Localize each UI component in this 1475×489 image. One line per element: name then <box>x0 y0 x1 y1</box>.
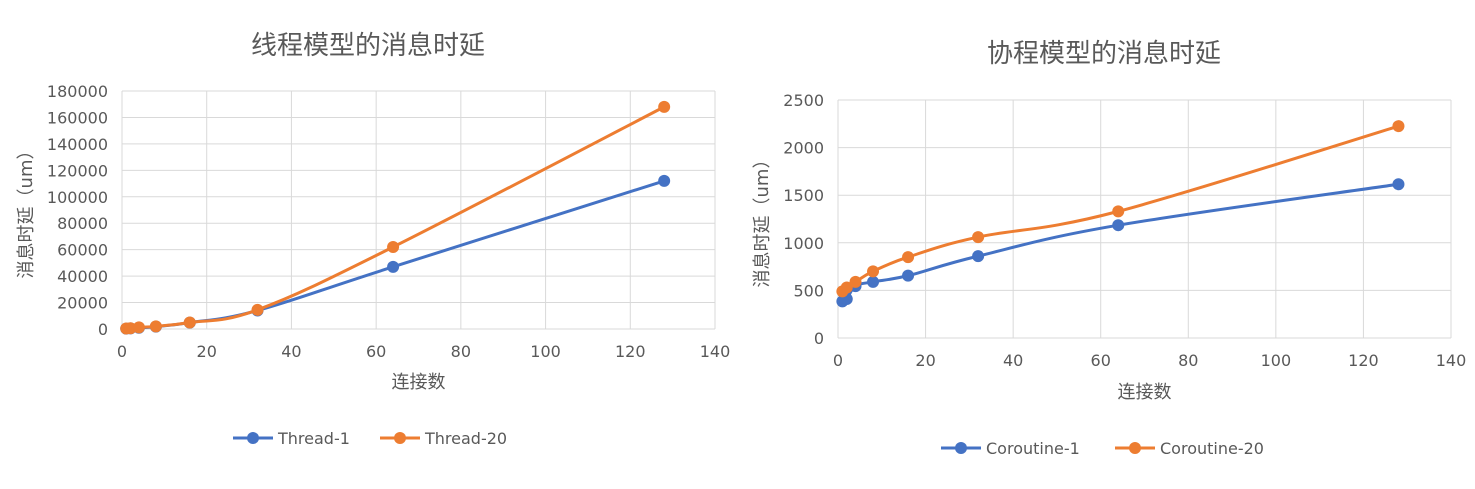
chart1-legend-marker-Thread-20 <box>394 432 406 444</box>
chart2-legend-label-Coroutine-1: Coroutine-1 <box>986 439 1080 458</box>
chart2-data-point-Coroutine-1 <box>902 269 915 282</box>
chart2-data-point-Coroutine-1 <box>1392 178 1405 191</box>
chart2-legend-marker-Coroutine-20 <box>1129 442 1141 454</box>
chart1-y-tick-label: 120000 <box>47 161 108 180</box>
chart1-y-tick-label: 180000 <box>47 82 108 101</box>
chart1-y-tick-label: 160000 <box>47 108 108 127</box>
chart1-legend-marker-Thread-1 <box>247 432 259 444</box>
chart1-data-point-Thread-20 <box>183 316 196 329</box>
chart1-data-point-Thread-1 <box>387 260 400 273</box>
chart2-x-tick-label: 0 <box>833 351 843 370</box>
chart1-x-tick-label: 140 <box>700 342 731 361</box>
chart2-data-point-Coroutine-1 <box>1112 219 1125 232</box>
chart2-y-tick-label: 1000 <box>783 234 824 253</box>
chart2-data-point-Coroutine-20 <box>1112 205 1125 218</box>
chart1-y-tick-label: 100000 <box>47 188 108 207</box>
chart2-x-axis-label: 连接数 <box>1118 382 1172 403</box>
chart1-data-point-Thread-20 <box>149 320 162 333</box>
chart1-x-tick-label: 100 <box>530 342 561 361</box>
chart2-x-tick-label: 80 <box>1178 351 1198 370</box>
chart1-data-point-Thread-20 <box>387 241 400 254</box>
chart2-x-tick-label: 120 <box>1348 351 1379 370</box>
chart2-data-point-Coroutine-20 <box>972 231 985 244</box>
chart2-data-point-Coroutine-20 <box>840 281 853 294</box>
chart1-x-tick-label: 60 <box>366 342 386 361</box>
chart2-x-tick-label: 140 <box>1436 351 1467 370</box>
chart2-y-tick-label: 0 <box>814 329 824 348</box>
chart2-y-axis-label: 消息时延（um） <box>752 151 773 288</box>
chart1-x-tick-label: 120 <box>615 342 646 361</box>
chart1-y-axis-label: 消息时延（um） <box>16 142 37 279</box>
chart2-data-point-Coroutine-20 <box>849 275 862 288</box>
chart1-y-tick-label: 40000 <box>57 267 108 286</box>
chart2-y-tick-label: 2500 <box>783 91 824 110</box>
chart2-y-tick-label: 500 <box>793 281 824 300</box>
chart1-y-tick-label: 0 <box>98 320 108 339</box>
chart1-y-tick-label: 140000 <box>47 135 108 154</box>
chart2-x-tick-label: 100 <box>1261 351 1292 370</box>
chart1-x-tick-label: 80 <box>451 342 471 361</box>
chart1-legend-label-Thread-20: Thread-20 <box>424 429 507 448</box>
chart1-legend-label-Thread-1: Thread-1 <box>277 429 350 448</box>
chart2-x-tick-label: 60 <box>1091 351 1111 370</box>
chart2-legend-marker-Coroutine-1 <box>955 442 967 454</box>
chart2-data-point-Coroutine-1 <box>972 250 985 263</box>
chart1-x-axis-label: 连接数 <box>392 372 446 393</box>
chart2-y-tick-label: 2000 <box>783 139 824 158</box>
chart1-y-tick-label: 80000 <box>57 214 108 233</box>
chart1-y-tick-label: 20000 <box>57 294 108 313</box>
chart2-x-tick-label: 20 <box>915 351 935 370</box>
chart2-data-point-Coroutine-20 <box>1392 120 1405 133</box>
chart1-data-point-Thread-20 <box>132 321 145 334</box>
chart1-x-tick-label: 40 <box>281 342 301 361</box>
chart1-title: 线程模型的消息时延 <box>251 31 485 61</box>
chart1-x-tick-label: 20 <box>197 342 217 361</box>
chart1-data-point-Thread-20 <box>658 100 671 113</box>
chart2-title: 协程模型的消息时延 <box>987 39 1221 69</box>
chart2-data-point-Coroutine-20 <box>867 265 880 278</box>
chart1-y-tick-label: 60000 <box>57 241 108 260</box>
chart2-data-point-Coroutine-1 <box>867 275 880 288</box>
chart1-data-point-Thread-20 <box>251 303 264 316</box>
chart1-x-tick-label: 0 <box>117 342 127 361</box>
chart2-x-tick-label: 40 <box>1003 351 1023 370</box>
chart2-legend-label-Coroutine-20: Coroutine-20 <box>1160 439 1264 458</box>
chart2-y-tick-label: 1500 <box>783 186 824 205</box>
chart2-data-point-Coroutine-20 <box>902 251 915 264</box>
chart1-data-point-Thread-1 <box>658 174 671 187</box>
